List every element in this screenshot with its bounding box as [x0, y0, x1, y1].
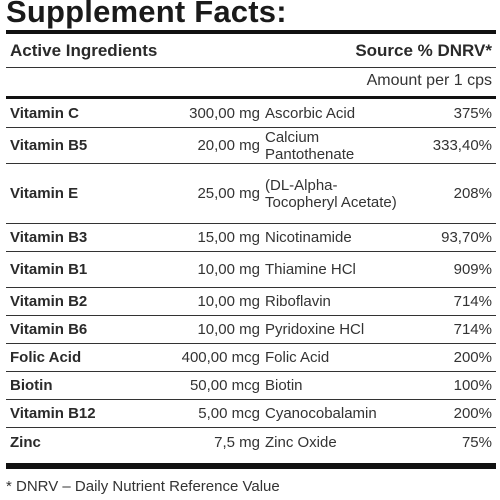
ingredient-row: Vitamin B12 5,00 mcg Cyanocobalamin 200%	[6, 400, 496, 428]
ingredient-amount: 5,00 mcg	[198, 405, 260, 422]
row-divider	[6, 371, 496, 372]
ingredient-source: Ascorbic Acid	[265, 105, 356, 122]
footnote: * DNRV – Daily Nutrient Reference Value	[6, 478, 280, 495]
ingredient-row: Vitamin B1 10,00 mg Thiamine HCl 909%	[6, 252, 496, 288]
row-divider	[6, 223, 496, 224]
row-divider	[6, 343, 496, 344]
row-divider	[6, 251, 496, 252]
page-title: Supplement Facts:	[6, 0, 287, 29]
ingredient-row: Folic Acid 400,00 mcg Folic Acid 200%	[6, 344, 496, 372]
ingredient-dnrv: 714%	[453, 293, 492, 310]
ingredient-amount: 25,00 mg	[197, 185, 260, 202]
ingredient-dnrv: 909%	[453, 261, 492, 278]
supplement-facts-table: Active Ingredients Source % DNRV* Amount…	[6, 30, 496, 470]
row-divider	[6, 427, 496, 428]
ingredient-source: Thiamine HCl	[265, 261, 356, 278]
ingredient-source: Folic Acid	[265, 349, 330, 366]
ingredient-amount: 50,00 mcg	[189, 377, 260, 394]
ingredient-name: Vitamin E	[10, 185, 79, 202]
ingredient-row: Vitamin B5 20,00 mg Calcium Pantothenate 33…	[6, 128, 496, 164]
ingredient-name: Vitamin B12	[10, 405, 96, 422]
ingredient-dnrv: 93,70%	[441, 229, 492, 246]
ingredient-source: Zinc Oxide	[265, 434, 337, 451]
ingredient-amount: 400,00 mcg	[181, 349, 260, 366]
ingredient-name: Vitamin C	[10, 105, 79, 122]
header-divider	[6, 67, 496, 68]
ingredient-row: Vitamin B3 15,00 mg Nicotinamide 93,70%	[6, 224, 496, 252]
ingredient-source: (DL-Alpha-Tocopheryl Acetate)	[265, 176, 397, 211]
row-divider	[6, 287, 496, 288]
ingredient-name: Vitamin B3	[10, 229, 88, 246]
ingredient-source: Pyridoxine HCl	[265, 321, 365, 338]
ingredient-name: Vitamin B5	[10, 137, 88, 154]
ingredient-dnrv: 200%	[453, 349, 492, 366]
ingredient-name: Vitamin B2	[10, 293, 88, 310]
row-divider	[6, 127, 496, 128]
ingredient-name: Vitamin B1	[10, 261, 88, 278]
ingredient-dnrv: 100%	[453, 377, 492, 394]
ingredient-dnrv: 200%	[453, 405, 492, 422]
ingredient-row: Biotin 50,00 mcg Biotin 100%	[6, 372, 496, 400]
ingredient-dnrv: 375%	[453, 105, 492, 122]
row-divider	[6, 163, 496, 164]
ingredient-dnrv: 75%	[461, 434, 492, 451]
ingredient-amount: 10,00 mg	[197, 261, 260, 278]
header-bottom-rule	[6, 96, 496, 99]
ingredient-amount: 10,00 mg	[197, 321, 260, 338]
ingredient-row: Vitamin B2 10,00 mg Riboflavin 714%	[6, 288, 496, 316]
amount-per-serving: Amount per 1 cps	[366, 72, 492, 89]
ingredient-amount: 15,00 mg	[197, 229, 260, 246]
ingredient-source: Calcium Pantothenate	[265, 128, 355, 163]
ingredient-name: Zinc	[10, 434, 41, 451]
ingredient-amount: 20,00 mg	[197, 137, 260, 154]
ingredient-dnrv: 714%	[453, 321, 492, 338]
row-divider	[6, 315, 496, 316]
ingredient-name: Vitamin B6	[10, 321, 88, 338]
ingredient-row: Zinc 7,5 mg Zinc Oxide 75%	[6, 428, 496, 458]
top-rule	[6, 30, 496, 34]
ingredient-source: Biotin	[265, 377, 303, 394]
ingredient-source: Nicotinamide	[265, 229, 352, 246]
ingredient-amount: 7,5 mg	[214, 434, 260, 451]
bottom-rule	[6, 463, 496, 469]
ingredient-row: Vitamin E 25,00 mg (DL-Alpha-Tocopheryl Ac…	[6, 164, 496, 224]
ingredient-row: Vitamin B6 10,00 mg Pyridoxine HCl 714%	[6, 316, 496, 344]
active-ingredients-header: Active Ingredients	[10, 41, 158, 60]
ingredient-name: Folic Acid	[10, 349, 82, 366]
ingredient-row: Vitamin C 300,00 mg Ascorbic Acid 375%	[6, 100, 496, 128]
source-dnrv-header: Source % DNRV*	[355, 41, 492, 60]
ingredient-source: Cyanocobalamin	[265, 405, 377, 422]
ingredient-source: Riboflavin	[265, 293, 331, 310]
ingredient-dnrv: 208%	[453, 185, 492, 202]
ingredient-amount: 10,00 mg	[197, 293, 260, 310]
ingredient-name: Biotin	[10, 377, 53, 394]
ingredient-amount: 300,00 mg	[189, 105, 260, 122]
row-divider	[6, 399, 496, 400]
ingredient-dnrv: 333,40%	[432, 137, 492, 154]
